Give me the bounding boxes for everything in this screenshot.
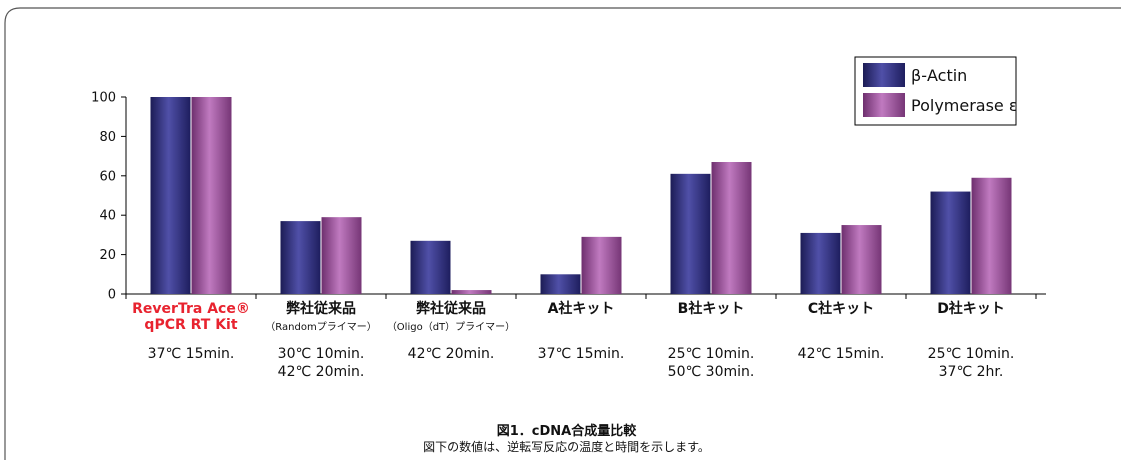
figure-caption-subtitle: 図下の数値は、逆転写反応の温度と時間を示します。 — [423, 440, 710, 454]
condition-label: 37℃ 15min. — [538, 346, 625, 362]
condition-label: 42℃ 15min. — [798, 346, 885, 362]
category-sublabel: （Randomプライマー） — [265, 321, 376, 333]
category-label: qPCR RT Kit — [144, 317, 237, 333]
x-axis-labels: ReverTra Ace®qPCR RT Kit 37℃ 15min. 弊社従来品 （… — [132, 300, 1014, 380]
bar-beta-actin — [540, 274, 581, 294]
condition-label: 42℃ 20min. — [278, 364, 365, 380]
bar-beta-actin — [150, 97, 191, 294]
condition-label: 30℃ 10min. — [278, 346, 365, 362]
rounded-border — [4, 7, 1121, 460]
category-label: 弊社従来品 — [286, 300, 356, 317]
bar-polymerase-epsilon — [841, 225, 882, 294]
condition-label: 25℃ 10min. — [668, 346, 755, 362]
y-tick-label: 100 — [91, 91, 116, 106]
category-label: B社キット — [678, 300, 745, 317]
y-tick-label: 60 — [99, 169, 116, 184]
legend-swatch — [863, 63, 905, 87]
y-tick-label: 80 — [99, 130, 116, 145]
bar-polymerase-epsilon — [581, 236, 622, 294]
category-label: C社キット — [808, 300, 874, 317]
bar-polymerase-epsilon — [971, 177, 1012, 294]
figure-caption-title: 図1．cDNA合成量比較 — [496, 424, 637, 439]
legend-label: Polymerase ε — [911, 96, 1018, 115]
bar-beta-actin — [280, 221, 321, 294]
condition-label: 25℃ 10min. — [928, 346, 1015, 362]
bar-polymerase-epsilon — [451, 290, 492, 294]
bar-beta-actin — [410, 240, 451, 294]
bar-polymerase-epsilon — [191, 97, 232, 294]
condition-label: 37℃ 15min. — [148, 346, 235, 362]
y-tick-label: 40 — [99, 209, 116, 224]
legend-label: β-Actin — [911, 66, 967, 85]
legend-swatch — [863, 93, 905, 117]
bar-beta-actin — [800, 232, 841, 294]
category-label: D社キット — [937, 300, 1005, 317]
bar-polymerase-epsilon — [321, 217, 362, 294]
condition-label: 50℃ 30min. — [668, 364, 755, 380]
category-label: A社キット — [548, 300, 615, 317]
condition-label: 42℃ 20min. — [408, 346, 495, 362]
bar-polymerase-epsilon — [711, 162, 752, 294]
category-sublabel: （Oligo（dT）プライマー） — [387, 321, 515, 333]
category-label: ReverTra Ace® — [132, 301, 250, 317]
condition-label: 37℃ 2hr. — [939, 364, 1004, 380]
y-tick-label: 20 — [99, 248, 116, 263]
legend: β-Actin Polymerase ε — [854, 56, 1018, 126]
category-label: 弊社従来品 — [416, 300, 486, 317]
y-tick-label: 0 — [108, 288, 116, 303]
bar-beta-actin — [670, 173, 711, 294]
plot-area: 0 20 40 60 80 100 — [91, 91, 1046, 303]
bar-beta-actin — [930, 191, 971, 294]
